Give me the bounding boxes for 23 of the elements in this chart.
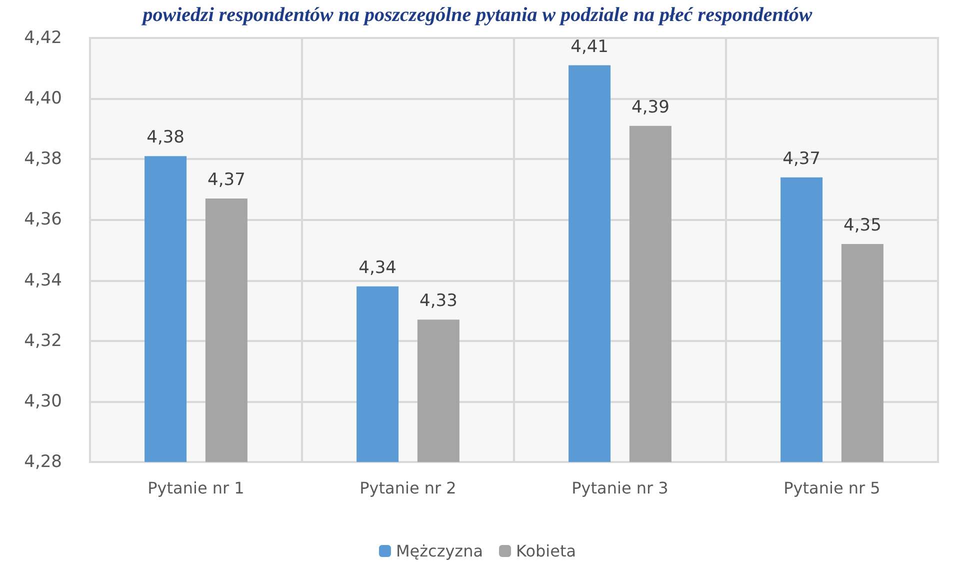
y-tick-label: 4,34 xyxy=(24,270,62,290)
y-tick-label: 4,42 xyxy=(24,28,62,48)
data-label: 4,33 xyxy=(420,291,458,312)
y-tick-label: 4,30 xyxy=(24,391,62,412)
y-tick-label: 4,38 xyxy=(24,149,62,170)
data-label: 4,35 xyxy=(844,215,882,236)
data-label: 4,37 xyxy=(782,148,820,169)
x-tick-label: Pytanie nr 2 xyxy=(360,478,456,498)
y-tick-label: 4,32 xyxy=(24,330,62,351)
data-label: 4,37 xyxy=(208,170,246,190)
y-tick-label: 4,28 xyxy=(24,452,62,472)
legend-label: Mężczyzna xyxy=(396,542,484,560)
y-tick-label: 4,36 xyxy=(24,210,62,230)
legend-label: Kobieta xyxy=(516,542,576,560)
data-label: 4,34 xyxy=(358,258,396,278)
x-tick-label: Pytanie nr 1 xyxy=(148,478,244,498)
x-tick-label: Pytanie nr 3 xyxy=(572,478,668,498)
data-label: 4,38 xyxy=(146,128,184,148)
x-tick-label: Pytanie nr 5 xyxy=(784,478,880,498)
data-label: 4,39 xyxy=(632,97,670,118)
data-label: 4,41 xyxy=(570,36,608,57)
chart-title: powiedzi respondentów na poszczególne pytania w podziale na płeć respondentów xyxy=(140,4,813,26)
y-tick-label: 4,40 xyxy=(24,88,62,109)
